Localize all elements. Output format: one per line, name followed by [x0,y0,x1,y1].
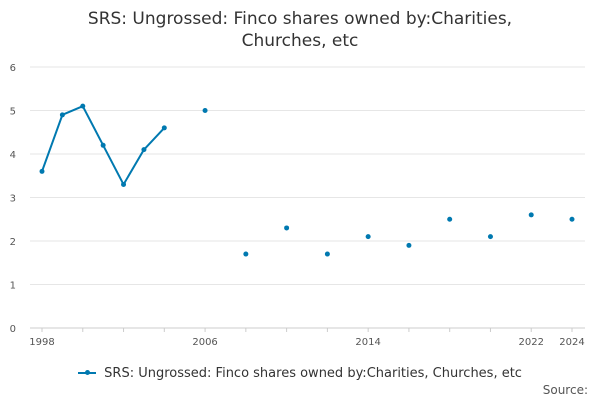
data-point[interactable] [100,142,106,148]
data-point[interactable] [161,125,167,131]
data-point[interactable] [284,225,290,231]
x-tick-label: 2022 [519,337,544,348]
data-point[interactable] [447,216,453,222]
y-tick-labels: 0 1 2 3 4 5 6 [10,63,16,335]
y-tick-label: 6 [10,63,16,74]
legend[interactable]: SRS: Ungrossed: Finco shares owned by:Ch… [0,366,600,381]
data-point[interactable] [487,234,493,240]
y-tick-label: 4 [10,150,16,161]
data-series [39,103,575,257]
data-point[interactable] [141,147,147,153]
data-point[interactable] [59,112,65,118]
data-point[interactable] [365,234,371,240]
chart-title-line-1: SRS: Ungrossed: Finco shares owned by:Ch… [87,9,513,29]
data-point[interactable] [243,251,249,257]
chart-title-line-2: Churches, etc [241,31,359,51]
y-tick-label: 0 [10,324,16,335]
data-point[interactable] [324,251,330,257]
y-tick-label: 3 [10,194,16,205]
data-point[interactable] [39,168,45,174]
data-point[interactable] [528,212,534,218]
grid-lines [30,66,585,285]
axes [30,327,585,332]
legend-swatch-icon [78,369,97,375]
data-point[interactable] [202,108,208,113]
source-label: Source: [542,383,588,397]
chart-title: SRS: Ungrossed: Finco shares owned by:Ch… [0,8,600,52]
data-point[interactable] [569,216,575,222]
legend-label: SRS: Ungrossed: Finco shares owned by:Ch… [104,366,522,381]
x-tick-label: 1998 [29,337,54,348]
y-tick-label: 2 [10,237,16,248]
y-tick-label: 5 [10,107,16,118]
x-tick-label: 2006 [192,337,217,348]
x-tick-label: 2014 [355,337,380,348]
x-tick-labels: 1998 2006 2014 2022 2024 [29,337,584,348]
data-point[interactable] [121,181,127,187]
x-tick-label: 2024 [559,337,584,348]
y-tick-label: 1 [10,281,16,292]
data-point[interactable] [406,242,412,248]
data-point[interactable] [80,103,86,109]
